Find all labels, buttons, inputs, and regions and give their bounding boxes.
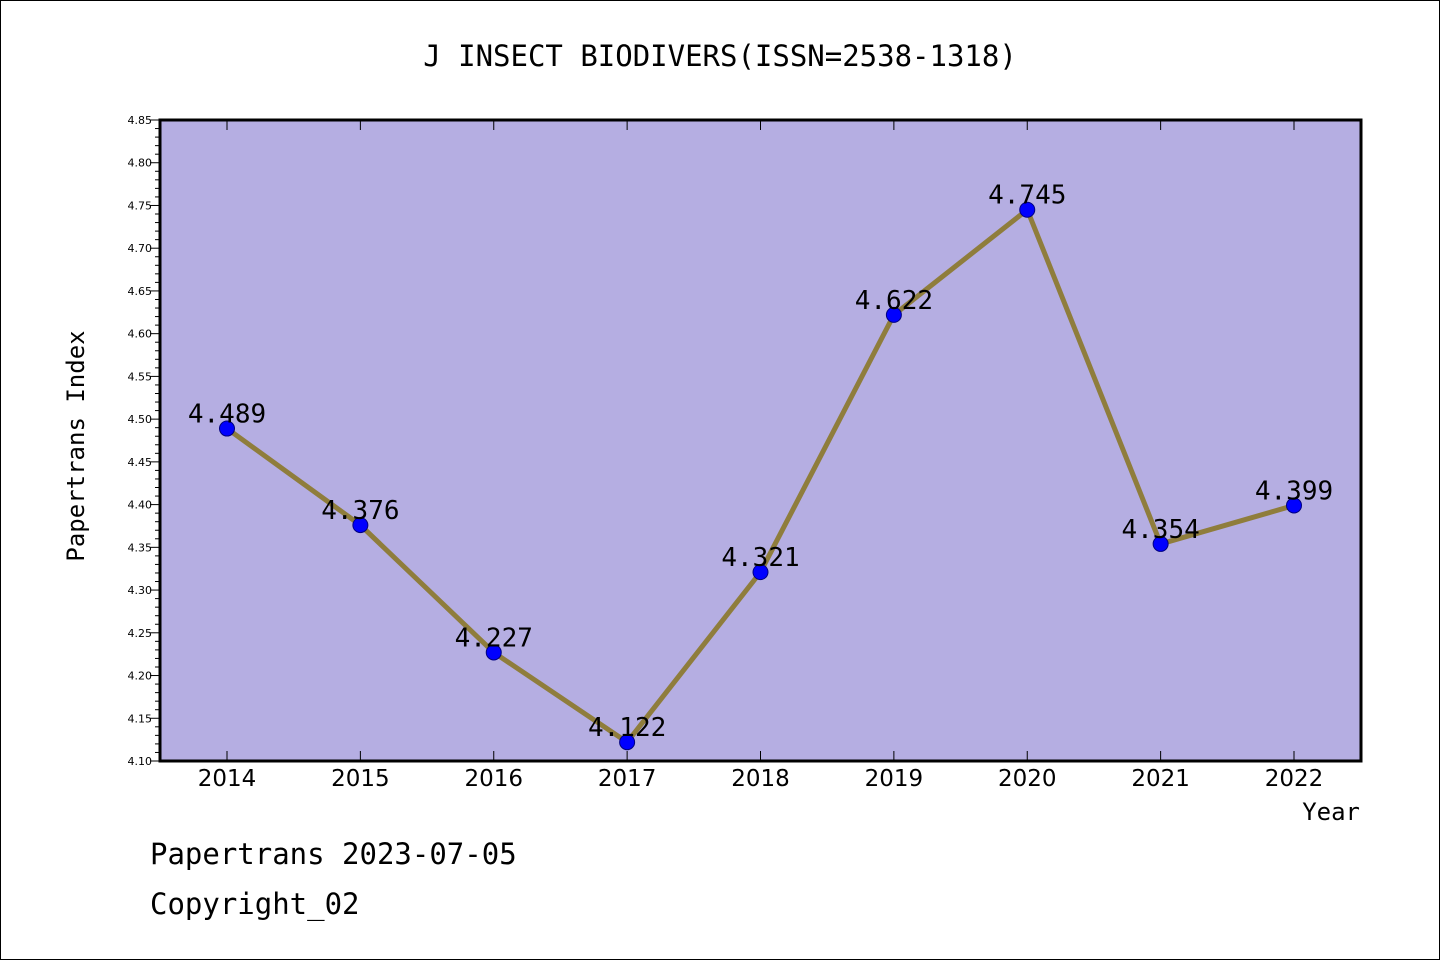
chart-title: J INSECT BIODIVERS(ISSN=2538-1318): [423, 39, 1017, 73]
y-tick-label: 4.10: [128, 755, 153, 768]
y-tick-label: 4.55: [128, 370, 153, 383]
data-point: [752, 564, 769, 581]
y-tick-label: 4.40: [128, 499, 153, 512]
y-tick-label: 4.60: [128, 328, 153, 341]
y-tick-label: 4.50: [128, 413, 153, 426]
y-tick-label: 4.85: [128, 114, 153, 127]
x-tick-label: 2020: [998, 766, 1057, 792]
x-axis-ticks: 2014 2015 2016 2017 2018 2019 2020 2021 2022: [198, 120, 1324, 792]
x-tick-label: 2018: [731, 766, 790, 792]
y-axis-label: Papertrans Index: [62, 330, 90, 561]
x-axis-label: Year: [1302, 798, 1360, 826]
data-point: [485, 644, 502, 661]
y-tick-label: 4.75: [128, 199, 153, 212]
y-tick-label: 4.45: [128, 456, 153, 469]
plot-area: [160, 120, 1361, 761]
y-axis-ticks: 4.10 4.15 4.20 4.25 4.30 4.35 4.40 4.45 4.50 4.55…: [128, 114, 160, 768]
y-tick-label: 4.15: [128, 712, 153, 725]
data-label: 4.622: [855, 286, 933, 316]
y-tick-label: 4.80: [128, 157, 153, 170]
data-label: 4.489: [188, 400, 266, 430]
y-tick-label: 4.35: [128, 541, 153, 554]
data-label: 4.321: [721, 543, 799, 573]
x-tick-label: 2022: [1265, 766, 1324, 792]
x-tick-label: 2016: [464, 766, 523, 792]
data-point: [352, 517, 369, 534]
data-point: [219, 420, 235, 437]
y-tick-label: 4.65: [128, 285, 153, 298]
data-point: [1286, 497, 1302, 514]
series-layer: 4.489 4.376 4.227 4.122 4.321 4.622 4.745 4.354…: [188, 181, 1333, 751]
data-label: 4.122: [588, 713, 666, 743]
data-label: 4.745: [988, 181, 1066, 211]
footer-date-text: Papertrans 2023-07-05: [150, 837, 517, 871]
data-point: [1152, 535, 1169, 552]
data-label: 4.399: [1255, 476, 1333, 506]
y-tick-label: 4.25: [128, 627, 153, 640]
x-tick-label: 2014: [198, 766, 257, 792]
data-point: [619, 734, 636, 751]
y-tick-label: 4.20: [128, 670, 153, 683]
data-label: 4.376: [321, 496, 399, 526]
data-point: [885, 306, 902, 323]
y-tick-label: 4.30: [128, 584, 153, 597]
plot-border: [158, 118, 1363, 763]
x-tick-label: 2015: [331, 766, 390, 792]
data-label: 4.227: [455, 623, 533, 653]
x-tick-label: 2021: [1131, 766, 1190, 792]
x-tick-label: 2017: [598, 766, 657, 792]
y-tick-label: 4.70: [128, 242, 153, 255]
footer-copyright-text: Copyright_02: [150, 887, 360, 922]
data-label: 4.354: [1121, 515, 1199, 545]
x-tick-label: 2019: [865, 766, 924, 792]
data-point: [1019, 201, 1036, 218]
